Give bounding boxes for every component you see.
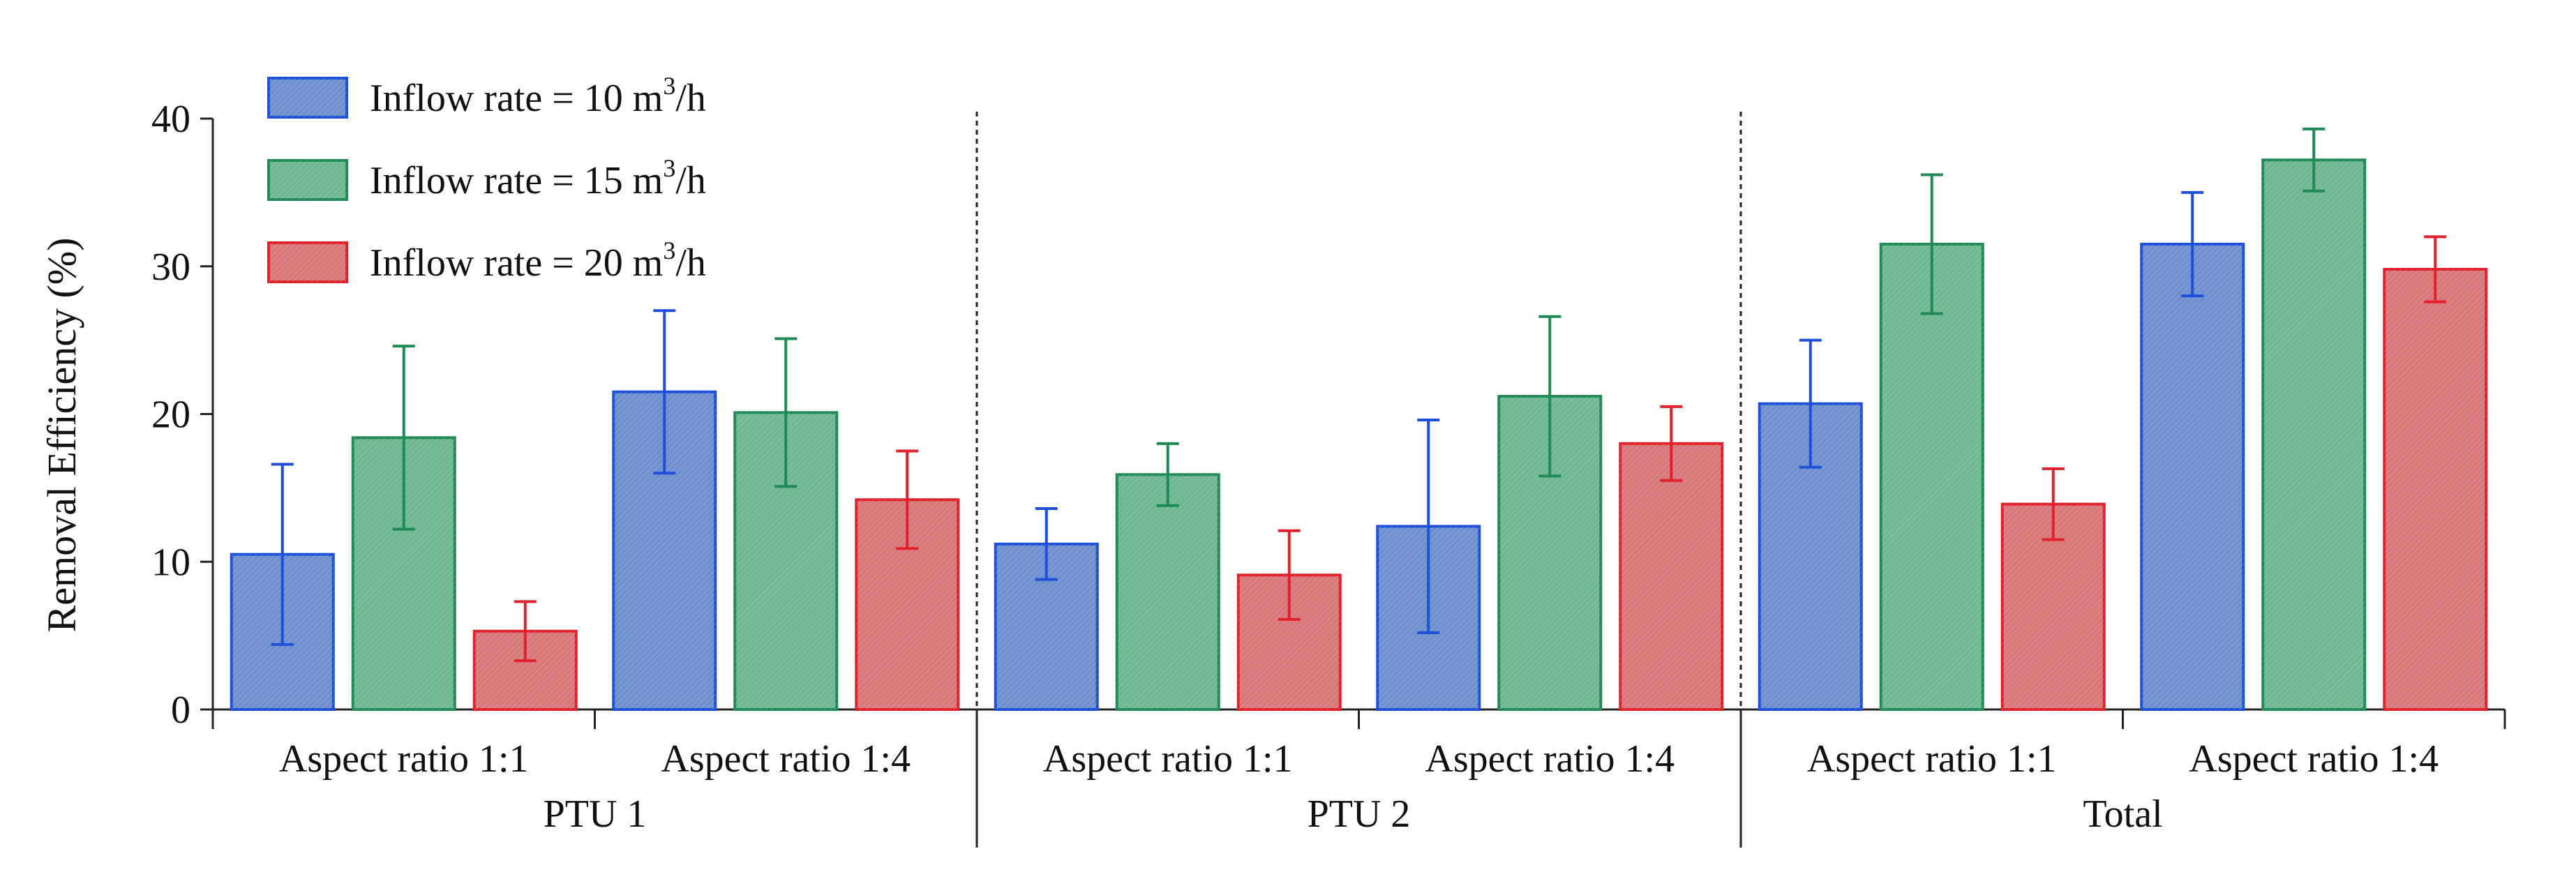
bar-texture: [2263, 160, 2365, 710]
y-tick-label: 40: [151, 98, 190, 141]
bar-texture: [1116, 474, 1219, 709]
group-label: Total: [2083, 792, 2162, 836]
legend-label: Inflow rate = 20 m3/h: [370, 236, 706, 285]
bar-texture: [2141, 243, 2244, 709]
category-label: Aspect ratio 1:4: [661, 737, 911, 781]
bar-texture: [1880, 243, 1983, 709]
y-tick-label: 10: [151, 541, 190, 584]
legend-swatch-texture: [269, 243, 347, 282]
legend-swatch-texture: [269, 160, 347, 200]
category-label: Aspect ratio 1:4: [2189, 737, 2439, 781]
y-axis-title: Removal Efficiency (%): [39, 238, 84, 633]
category-label: Aspect ratio 1:1: [1807, 737, 2057, 781]
category-label: Aspect ratio 1:1: [279, 737, 529, 781]
group-label: PTU 1: [544, 792, 647, 836]
legend-swatch-texture: [269, 78, 347, 117]
category-label: Aspect ratio 1:1: [1043, 737, 1293, 781]
y-tick-label: 20: [151, 393, 190, 437]
group-label: PTU 2: [1308, 792, 1411, 836]
category-label: Aspect ratio 1:4: [1425, 737, 1675, 781]
y-tick-label: 30: [151, 246, 190, 289]
bar-texture: [2384, 269, 2487, 709]
legend-label: Inflow rate = 10 m3/h: [370, 72, 706, 120]
legend-label: Inflow rate = 15 m3/h: [370, 154, 706, 202]
y-tick-label: 0: [171, 689, 190, 732]
bar-texture: [1620, 443, 1723, 709]
